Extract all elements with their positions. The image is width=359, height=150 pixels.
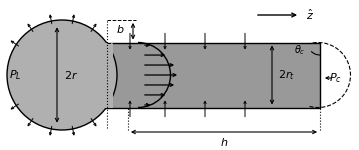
Circle shape (7, 20, 117, 130)
Text: $2r$: $2r$ (64, 69, 78, 81)
Text: $b$: $b$ (116, 23, 125, 35)
Text: $P_c$: $P_c$ (328, 71, 341, 85)
Bar (95, 42, 113, 108)
Text: $2r_t$: $2r_t$ (278, 68, 295, 82)
Text: $\hat{z}$: $\hat{z}$ (306, 8, 314, 22)
Bar (95, 42, 320, 108)
Text: $h$: $h$ (220, 136, 228, 148)
Text: $P_L$: $P_L$ (9, 68, 21, 82)
Text: $\theta_c$: $\theta_c$ (294, 44, 306, 57)
